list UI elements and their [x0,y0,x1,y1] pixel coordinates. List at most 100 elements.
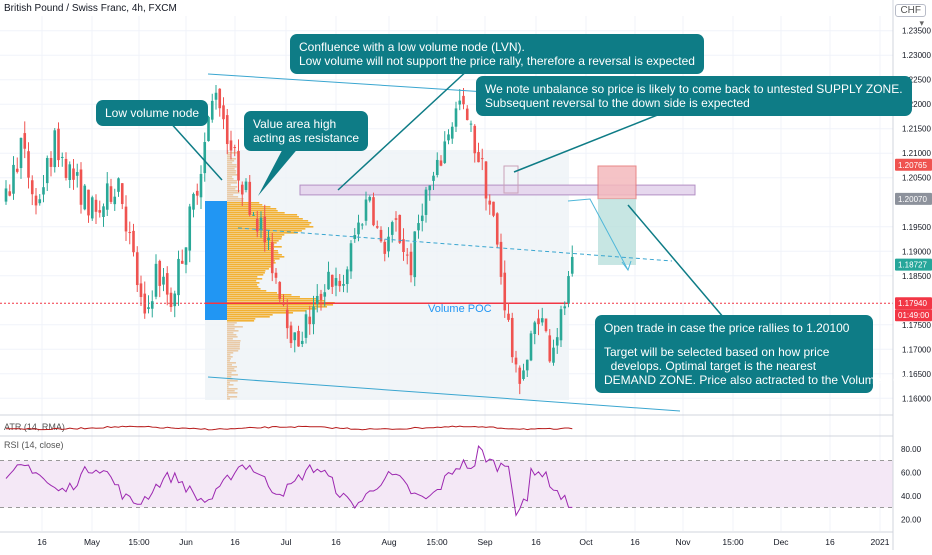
callout-line: acting as resistance [253,131,360,145]
profile-bar [227,244,275,246]
profile-bar [227,174,238,176]
callout-confluence-lvn: Confluence with a low volume node (LVN).… [290,34,704,74]
callout-open-trade: Open trade in case the price rallies to … [595,315,911,393]
candle-body [420,215,424,222]
candle-body [94,199,98,212]
candle-body [353,235,357,239]
rsi-band-fill [0,460,893,508]
time-tick-label: Aug [381,537,396,547]
candle-body [23,133,27,149]
candle-body [210,100,214,120]
profile-bar [227,252,279,254]
profile-bar [227,298,318,300]
profile-bar [227,380,238,382]
candle-body [379,229,383,242]
candle-body [428,185,432,191]
candle-body [68,164,72,181]
stop-loss-zone [597,165,637,200]
rsi-title: RSI (14, close) [4,440,64,450]
profile-bar [227,336,238,338]
candle-body [522,370,525,379]
candle-body [98,210,102,213]
price-tag [895,158,932,171]
candle-body [248,181,252,215]
profile-bar [227,382,230,384]
profile-bar [227,280,257,282]
callout-line: Confluence with a low volume node (LVN). [299,40,525,54]
candle-body [177,258,180,296]
profile-bar [227,364,233,366]
price-tick-label: 1.17000 [902,345,931,354]
profile-bar [227,224,310,226]
candle-body [405,254,409,256]
profile-bar [227,220,309,222]
candle-body [465,108,469,121]
price-tick-label: 1.22500 [902,76,931,85]
profile-bar [227,160,235,162]
candle-body [255,218,259,232]
candle-body [394,218,398,220]
profile-bar [227,184,231,186]
chevron-down-icon[interactable]: ▾ [919,18,924,28]
profile-bar [227,212,285,214]
candle-body [90,197,94,219]
candle-body [409,251,413,276]
candle-body [132,230,135,253]
candle-body [334,278,338,286]
candle-body [413,231,417,278]
rsi-tick-label: 60.00 [901,468,922,477]
profile-bar [227,342,241,344]
candle-body [368,196,372,201]
profile-bar [227,296,300,298]
candle-body [300,340,304,345]
candle-body [357,222,360,235]
candle-body [135,252,139,286]
candle-body [154,263,158,297]
profile-bar [227,196,239,198]
channel-bottom-line [207,376,681,412]
candle-body [143,293,147,314]
price-tag [895,258,932,271]
profile-bar [227,198,244,200]
candle-body [30,180,34,195]
profile-bar [227,352,234,354]
candle-body [537,318,540,325]
callout-line: Low volume node [105,106,200,120]
candle-body [544,318,548,332]
candle-body [462,95,465,105]
candle-body [342,284,345,286]
countdown-label: 01:49:00 [898,311,930,320]
time-tick-label: 15:00 [426,537,448,547]
candle-body [289,325,293,344]
callout-line: Value area high [253,117,337,131]
callout-line: DEMAND ZONE. Price also actracted to the… [604,373,911,387]
price-tick-label: 1.18500 [902,272,931,281]
candle-body [297,330,300,347]
candle-body [19,137,23,169]
profile-bar [227,272,265,274]
candle-body [387,236,390,252]
profile-bar [227,384,234,386]
candle-body [79,169,83,205]
candle-body [139,283,143,298]
currency-badge[interactable]: CHF [895,4,926,17]
candle-body [102,206,105,217]
profile-bar [227,282,260,284]
profile-bar [227,358,231,360]
profile-bar [227,288,261,290]
profile-bar [227,254,282,256]
candle-body [150,301,154,309]
projection-arrow-icon [621,260,632,272]
candle-body [222,105,225,120]
candle-body [72,168,75,180]
profile-bar [227,320,255,322]
rsi-tick-label: 20.00 [901,515,922,524]
profile-bar [227,170,237,172]
profile-bar [227,256,285,258]
profile-bar [227,204,263,206]
candle-body [87,189,90,216]
candle-body [488,200,492,205]
profile-bar [227,176,233,178]
time-tick-label: 16 [331,537,341,547]
profile-bar [227,372,232,374]
